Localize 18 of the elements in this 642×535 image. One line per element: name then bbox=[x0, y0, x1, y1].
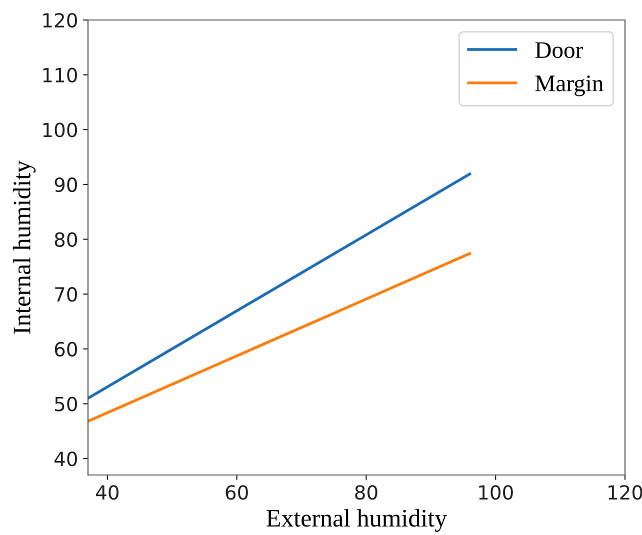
x-tick-label: 100 bbox=[479, 485, 513, 500]
y-tick-label: 100 bbox=[43, 122, 77, 138]
y-tick-label: 120 bbox=[43, 12, 77, 28]
x-tick-label: 120 bbox=[608, 485, 642, 500]
y-tick-label: 90 bbox=[54, 177, 77, 192]
y-tick-label: 60 bbox=[54, 342, 77, 357]
x-axis-title: External humidity bbox=[266, 509, 448, 532]
legend-label: Margin bbox=[535, 76, 604, 96]
y-tick-label: 80 bbox=[54, 232, 77, 247]
y-tick-label: 50 bbox=[55, 396, 77, 412]
y-tick-label: 40 bbox=[54, 452, 77, 466]
x-tick-label: 60 bbox=[226, 485, 248, 500]
legend-label: Door bbox=[535, 42, 583, 58]
y-axis-title: Internal humidity bbox=[12, 160, 36, 334]
x-tick-label: 80 bbox=[355, 485, 378, 500]
y-tick-label: 70 bbox=[55, 287, 77, 302]
x-tick-label: 40 bbox=[96, 485, 118, 500]
y-tick-label: 110 bbox=[43, 68, 77, 82]
